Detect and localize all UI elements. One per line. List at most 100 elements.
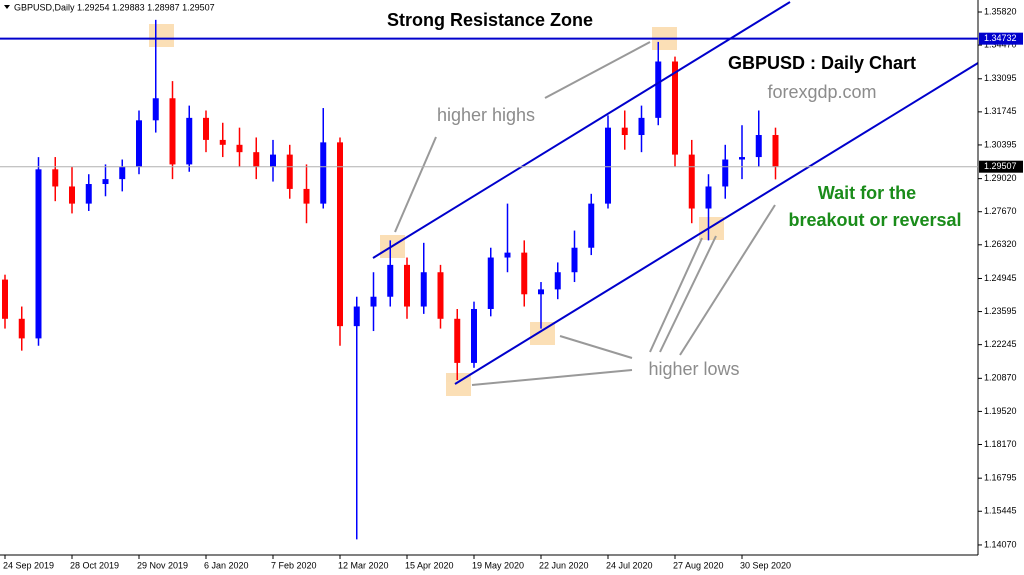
candle-body <box>554 272 561 290</box>
highlight-box <box>530 322 555 345</box>
candle-body <box>521 252 528 295</box>
candle-body <box>186 117 193 165</box>
y-tick-label: 1.26320 <box>984 239 1017 249</box>
candle-body <box>370 296 377 307</box>
y-tick-label: 1.20870 <box>984 373 1017 383</box>
x-tick-label: 7 Feb 2020 <box>271 560 317 570</box>
candle-body <box>504 252 511 258</box>
pointer <box>471 369 633 386</box>
candle-body <box>303 188 310 204</box>
highlight-box <box>149 24 174 47</box>
y-tick-label: 1.22245 <box>984 339 1017 349</box>
candle-body <box>337 142 343 327</box>
subtitle: GBPUSD : Daily Chart <box>728 53 916 73</box>
header: GBPUSD,Daily 1.29254 1.29883 1.28987 1.2… <box>14 2 215 12</box>
pointer <box>559 335 633 359</box>
y-tick-label: 1.14070 <box>984 539 1017 549</box>
candle-body <box>169 98 176 165</box>
candle-body <box>722 159 729 187</box>
candle-body <box>320 142 327 204</box>
x-tick-label: 22 Jun 2020 <box>539 560 589 570</box>
candle-body <box>739 157 745 160</box>
y-tick-label: 1.35820 <box>984 6 1017 16</box>
candle-body <box>152 98 159 121</box>
x-tick-label: 6 Jan 2020 <box>204 560 249 570</box>
candle-body <box>638 117 645 136</box>
candle-body <box>454 318 461 363</box>
candle-body <box>588 203 595 248</box>
y-tick-label: 1.29020 <box>984 173 1017 183</box>
pointer <box>544 41 651 99</box>
candle-body <box>404 264 410 307</box>
y-tick-label: 1.18170 <box>984 439 1017 449</box>
candle-body <box>571 247 578 273</box>
candle-body <box>420 272 427 307</box>
candle-body <box>621 127 628 136</box>
pointer <box>659 235 717 353</box>
candle-body <box>672 61 678 155</box>
x-tick-label: 24 Sep 2019 <box>3 560 54 570</box>
pointer <box>679 204 776 356</box>
y-tick-label: 1.33095 <box>984 73 1017 83</box>
candles <box>2 19 779 540</box>
x-tick-label: 27 Aug 2020 <box>673 560 724 570</box>
upper-channel-line <box>372 1 791 259</box>
note: Wait for the <box>818 183 916 203</box>
y-tick-label: 1.24945 <box>984 273 1017 283</box>
candle-body <box>286 154 293 189</box>
candle-body <box>219 139 226 145</box>
last-price-label-bg <box>979 160 1023 173</box>
candle-body <box>772 135 779 167</box>
candle-body <box>387 264 394 297</box>
candle-body <box>85 184 92 204</box>
candle-body <box>35 169 42 339</box>
candle-body <box>655 61 662 118</box>
x-tick-label: 28 Oct 2019 <box>70 560 119 570</box>
candle-body <box>18 318 25 339</box>
y-tick-label: 1.19520 <box>984 406 1017 416</box>
pointer <box>394 136 437 233</box>
candle-body <box>705 186 712 209</box>
candle-body <box>353 306 360 327</box>
candle-body <box>605 127 611 204</box>
x-tick-label: 15 Apr 2020 <box>405 560 454 570</box>
resistance-label-bg <box>979 32 1023 45</box>
x-tick-label: 30 Sep 2020 <box>740 560 791 570</box>
candle-body <box>755 135 762 158</box>
y-tick-label: 1.23595 <box>984 306 1017 316</box>
candle-body <box>538 289 544 295</box>
x-tick-label: 29 Nov 2019 <box>137 560 188 570</box>
y-tick-label: 1.15445 <box>984 506 1017 516</box>
candle-body <box>471 308 477 363</box>
x-tick-label: 24 Jul 2020 <box>606 560 653 570</box>
resistance-label: 1.34732 <box>984 33 1017 43</box>
candle-body <box>119 166 126 180</box>
candle-body <box>69 186 75 204</box>
pointer-lines <box>394 41 776 386</box>
last-price-label: 1.29507 <box>984 161 1017 171</box>
x-tick-label: 12 Mar 2020 <box>338 560 389 570</box>
note: breakout or reversal <box>788 210 961 230</box>
candle-body <box>253 152 260 167</box>
annotation: higher lows <box>648 359 739 379</box>
y-tick-label: 1.27670 <box>984 206 1017 216</box>
candle-body <box>270 154 276 167</box>
lower-channel-line <box>454 62 979 385</box>
candle-body <box>236 144 243 153</box>
candle-body <box>52 169 59 187</box>
axis: 1.358201.344701.330951.317451.303951.290… <box>3 6 1023 570</box>
candle-body <box>688 154 695 209</box>
highlights <box>149 24 724 396</box>
trend-lines <box>372 1 979 385</box>
candle-body <box>487 257 494 309</box>
source: forexgdp.com <box>767 82 876 102</box>
y-tick-label: 1.30395 <box>984 139 1017 149</box>
candle-body <box>136 120 142 167</box>
x-tick-label: 19 May 2020 <box>472 560 524 570</box>
menu-triangle <box>4 5 10 9</box>
candle-body <box>203 117 209 140</box>
y-tick-label: 1.31745 <box>984 106 1017 116</box>
pointer <box>649 237 703 353</box>
